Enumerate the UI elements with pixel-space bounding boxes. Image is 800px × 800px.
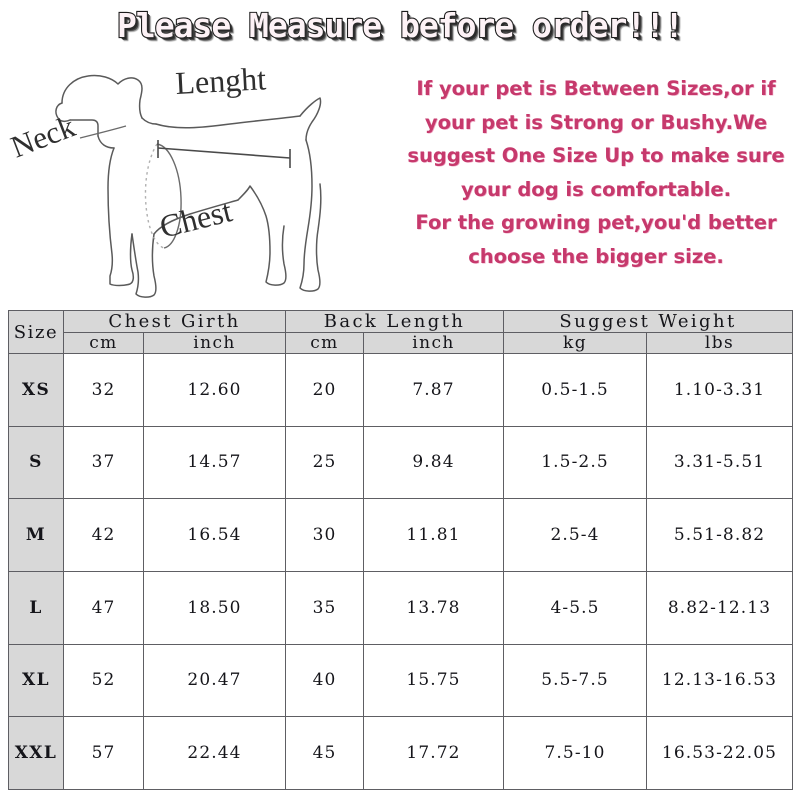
- cell-chest-inch: 12.60: [143, 353, 286, 427]
- cell-weight-lbs: 16.53-22.05: [646, 716, 793, 790]
- cell-back-inch: 17.72: [363, 716, 504, 790]
- cell-weight-lbs: 8.82-12.13: [646, 570, 793, 645]
- diagram-label-chest: Chest: [156, 192, 236, 245]
- table-body: XS 32 12.60 20 7.87 0.5-1.5 1.10-3.31 S …: [8, 353, 793, 790]
- cell-size: L: [8, 570, 64, 645]
- table-row: XL 52 20.47 40 15.75 5.5-7.5 12.13-16.53: [8, 643, 793, 718]
- header-back-inch: inch: [363, 332, 504, 354]
- table-row: L 47 18.50 35 13.78 4-5.5 8.82-12.13: [8, 570, 793, 645]
- cell-chest-inch: 22.44: [143, 716, 286, 790]
- notice-line-6: choose the bigger size.: [468, 244, 724, 268]
- header-chest-inch: inch: [143, 332, 286, 354]
- header-suggest-weight: Suggest Weight: [503, 310, 793, 333]
- cell-back-cm: 30: [285, 498, 364, 572]
- cell-back-inch: 9.84: [363, 425, 504, 500]
- notice-line-4: your dog is comfortable.: [460, 177, 732, 201]
- chest-girth-dotted: [144, 143, 165, 249]
- cell-back-cm: 45: [285, 716, 364, 790]
- table-row: S 37 14.57 25 9.84 1.5-2.5 3.31-5.51: [8, 425, 793, 500]
- cell-weight-kg: 2.5-4: [503, 498, 647, 572]
- cell-back-cm: 20: [285, 353, 364, 427]
- dog-outline-icon: [55, 74, 322, 298]
- notice-line-3: suggest One Size Up to make sure: [407, 144, 785, 167]
- cell-back-cm: 40: [285, 643, 364, 718]
- table-row: M 42 16.54 30 11.81 2.5-4 5.51-8.82: [8, 498, 793, 572]
- cell-back-inch: 15.75: [363, 643, 504, 718]
- neck-leader-line: [79, 125, 127, 139]
- cell-size: S: [8, 425, 64, 500]
- notice-line-5: For the growing pet,you'd better: [415, 211, 777, 234]
- header-back-cm: cm: [285, 332, 364, 354]
- cell-back-cm: 25: [285, 425, 364, 500]
- cell-chest-cm: 32: [63, 353, 144, 427]
- table-header: Size Chest Girth Back Length Suggest Wei…: [8, 310, 793, 354]
- cell-back-inch: 11.81: [363, 498, 504, 572]
- header-back-length: Back Length: [285, 310, 504, 333]
- notice-line-1: If your pet is Between Sizes,or if: [416, 77, 776, 100]
- cell-weight-kg: 1.5-2.5: [503, 425, 647, 500]
- cell-chest-inch: 16.54: [143, 498, 286, 572]
- length-dimension-line: [157, 140, 291, 168]
- cell-chest-inch: 20.47: [143, 643, 286, 718]
- table-header-row-groups: Size Chest Girth Back Length Suggest Wei…: [8, 310, 793, 354]
- size-chart-table: Size Chest Girth Back Length Suggest Wei…: [8, 310, 793, 790]
- cell-weight-kg: 4-5.5: [503, 570, 647, 645]
- table-row: XXL 57 22.44 45 17.72 7.5-10 16.53-22.05: [8, 716, 793, 790]
- table-header-row-units: cm inch cm inch kg lbs: [9, 332, 793, 354]
- cell-chest-cm: 52: [63, 643, 144, 718]
- cell-back-inch: 7.87: [363, 353, 504, 427]
- cell-back-inch: 13.78: [363, 570, 504, 645]
- cell-weight-kg: 7.5-10: [503, 716, 647, 790]
- chest-girth-solid: [156, 143, 182, 249]
- header-chest-cm: cm: [63, 332, 144, 354]
- cell-size: XL: [8, 643, 64, 718]
- dog-measurement-diagram: Neck Lenght Chest: [0, 48, 392, 300]
- cell-weight-kg: 0.5-1.5: [503, 353, 647, 427]
- cell-weight-lbs: 5.51-8.82: [646, 498, 793, 572]
- cell-chest-cm: 37: [63, 425, 144, 500]
- header-size: Size: [8, 310, 64, 354]
- page-title: Please Measure before order!!!: [116, 5, 685, 46]
- diagram-label-neck: Neck: [6, 108, 80, 164]
- cell-size: XS: [8, 353, 64, 427]
- cell-back-cm: 35: [285, 570, 364, 645]
- cell-weight-kg: 5.5-7.5: [503, 643, 647, 718]
- cell-chest-inch: 14.57: [143, 425, 286, 500]
- header-weight-lbs: lbs: [646, 332, 793, 354]
- cell-size: M: [8, 498, 64, 572]
- diagram-label-length: Lenght: [174, 60, 267, 101]
- cell-chest-cm: 57: [63, 716, 144, 790]
- sizing-notice: If your pet is Between Sizes,or if your …: [396, 72, 796, 273]
- table-row: XS 32 12.60 20 7.87 0.5-1.5 1.10-3.31: [8, 353, 793, 427]
- cell-chest-cm: 42: [63, 498, 144, 572]
- header-chest-girth: Chest Girth: [63, 310, 286, 333]
- cell-chest-cm: 47: [63, 570, 144, 645]
- cell-weight-lbs: 12.13-16.53: [646, 643, 793, 718]
- cell-weight-lbs: 1.10-3.31: [646, 353, 793, 427]
- cell-size: XXL: [8, 716, 64, 790]
- cell-weight-lbs: 3.31-5.51: [646, 425, 793, 500]
- cell-chest-inch: 18.50: [143, 570, 286, 645]
- notice-line-2: your pet is Strong or Bushy.We: [424, 110, 768, 134]
- header-weight-kg: kg: [503, 332, 647, 354]
